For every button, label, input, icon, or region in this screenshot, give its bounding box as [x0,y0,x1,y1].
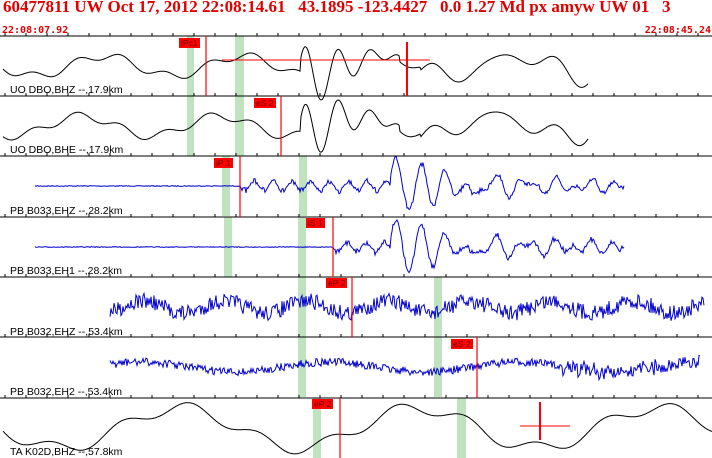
waveform-trace [109,354,701,382]
analysis-window [434,277,442,337]
channel-label-dbo-bhz: UO DBO,BHZ --,17.9km [10,84,123,96]
analysis-window [457,398,466,458]
analysis-window [187,36,194,96]
window-end-time: 22:08:45.24 [644,25,711,36]
analysis-window [235,96,244,156]
waveform-trace [34,219,625,274]
analysis-window [434,337,442,397]
channel-label-dbo-bhe: UO DBO,BHE --,17.9km [10,144,124,156]
channel-label-b032-eh2: PB B032,EH2 --,53.4km [10,386,123,398]
analysis-window [298,277,306,337]
analysis-window [298,337,306,397]
waveform-trace [2,99,589,153]
analysis-window [235,36,244,96]
analysis-window [313,398,321,458]
pick-label-ipc1[interactable]: iPc1 [179,38,200,48]
channel-label-b032-ehz: PB B032,EHZ --,53.4km [10,326,123,338]
analysis-window [299,156,307,216]
pick-label-ep2-b032[interactable]: eP 2 [326,278,348,288]
analysis-window [187,96,194,156]
pick-label-is1[interactable]: iS 1 [306,218,325,228]
event-summary-title: 60477811 UW Oct 17, 2012 22:08:14.61 43.… [3,0,671,16]
pick-label-es2-dbo[interactable]: eS 2 [254,98,276,108]
pick-label-ep2-k02d[interactable]: eP 2 [312,399,334,409]
window-start-time: 22:08:07.92 [2,25,69,36]
pick-label-ip1[interactable]: iP 1 [214,158,233,168]
channel-label-b033-eh1: PB B033,EH1 --,28.2km [10,265,123,277]
waveform-trace [2,46,589,101]
pick-label-es2-b032[interactable]: eS 2 [451,339,473,349]
channel-label-b033-ehz: PB B033,EHZ --,28.2km [10,205,123,217]
waveform-trace [109,291,705,322]
waveform-trace [34,155,625,211]
channel-label-k02d-bhz: TA K02D,BHZ --,57.8km [10,446,123,458]
waveform-trace [2,402,712,455]
